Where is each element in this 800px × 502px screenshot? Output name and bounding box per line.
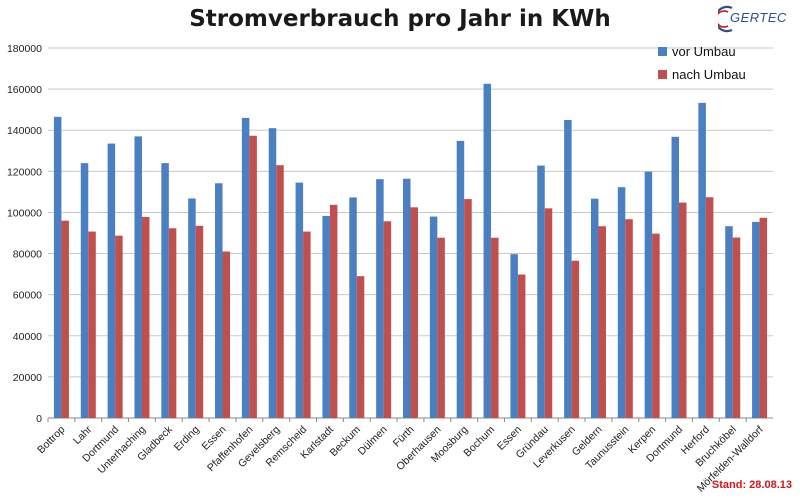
stand-date: Stand: 28.08.13: [711, 479, 792, 491]
bar-vor-umbau: [215, 183, 223, 418]
bar-vor-umbau: [188, 198, 196, 418]
bar-vor-umbau: [403, 178, 411, 418]
bar-vor-umbau: [107, 143, 116, 419]
x-tick-label: Beckum: [328, 423, 363, 458]
bar-vor-umbau: [376, 179, 384, 418]
y-tick-label: 140000: [7, 125, 42, 137]
bars: [53, 83, 768, 419]
x-tick-label: Dülmen: [356, 424, 390, 458]
bar-vor-umbau: [564, 119, 572, 418]
y-tick-label: 20000: [13, 372, 42, 384]
bar-nach-umbau: [625, 219, 633, 418]
bar-vor-umbau: [698, 102, 706, 418]
bar-vor-umbau: [80, 163, 89, 418]
bar-vor-umbau: [349, 197, 357, 418]
legend-label-nach-umbau: nach Umbau: [672, 67, 746, 82]
chart-title: Stromverbrauch pro Jahr in KWh: [189, 6, 611, 32]
bar-vor-umbau: [429, 216, 438, 418]
bar-nach-umbau: [652, 233, 660, 418]
bar-vor-umbau: [671, 136, 680, 419]
bar-vor-umbau: [483, 83, 492, 419]
legend-swatch-nach-umbau: [658, 70, 667, 79]
bar-nach-umbau: [276, 165, 284, 418]
bar-vor-umbau: [537, 165, 545, 418]
bar-nach-umbau: [410, 207, 418, 418]
bar-nach-umbau: [732, 237, 741, 418]
bar-nach-umbau: [249, 135, 257, 418]
y-tick-label: 160000: [7, 84, 42, 96]
bar-nach-umbau: [679, 202, 687, 418]
bar-vor-umbau: [644, 171, 653, 418]
bar-vor-umbau: [268, 128, 277, 418]
bar-vor-umbau: [134, 136, 142, 418]
bar-vor-umbau: [617, 187, 626, 418]
bar-nach-umbau: [491, 237, 499, 418]
bar-nach-umbau: [544, 208, 553, 418]
y-tick-label: 60000: [13, 290, 42, 302]
x-tick-label: Lahr: [71, 423, 95, 447]
y-tick-label: 100000: [7, 207, 42, 219]
y-tick-label: 0: [36, 413, 42, 425]
bar-nach-umbau: [437, 237, 445, 418]
x-tick-label: Erding: [172, 424, 202, 454]
y-tick-label: 80000: [13, 249, 42, 261]
bar-nach-umbau: [88, 231, 96, 418]
legend-swatch-vor-umbau: [658, 47, 667, 56]
x-tick-label: Bottrop: [35, 424, 68, 457]
bar-nach-umbau: [115, 235, 123, 418]
bar-nach-umbau: [356, 276, 365, 418]
bar-nach-umbau: [705, 197, 714, 418]
bar-nach-umbau: [222, 251, 231, 418]
logo-text: GERTEC: [730, 10, 787, 25]
legend: vor Umbau nach Umbau: [658, 44, 746, 82]
bar-nach-umbau: [141, 216, 150, 418]
bar-nach-umbau: [464, 199, 472, 418]
bar-nach-umbau: [571, 260, 580, 418]
legend-label-vor-umbau: vor Umbau: [672, 44, 736, 59]
bar-vor-umbau: [725, 226, 733, 418]
bar-nach-umbau: [61, 220, 69, 418]
bar-vor-umbau: [295, 182, 304, 418]
bar-nach-umbau: [195, 225, 204, 418]
gertec-logo-icon: [718, 5, 733, 33]
bar-nach-umbau: [383, 221, 392, 418]
y-axis-ticks: 0 20000 40000 60000 80000 100000 120000 140000 1…: [7, 43, 42, 425]
y-tick-label: 180000: [7, 43, 42, 55]
y-tick-label: 120000: [7, 166, 42, 178]
bar-nach-umbau: [598, 226, 606, 418]
bar-vor-umbau: [53, 116, 62, 418]
bar-nach-umbau: [168, 228, 177, 418]
bar-vor-umbau: [241, 117, 250, 418]
bar-nach-umbau: [329, 204, 338, 418]
bar-vor-umbau: [322, 215, 330, 418]
bar-nach-umbau: [517, 274, 526, 418]
bar-nach-umbau: [759, 217, 768, 418]
bar-vor-umbau: [510, 254, 518, 418]
bar-vor-umbau: [590, 198, 599, 418]
bar-vor-umbau: [161, 163, 169, 418]
y-tick-label: 40000: [13, 331, 42, 343]
bar-vor-umbau: [456, 140, 465, 418]
bar-vor-umbau: [752, 221, 760, 418]
bar-nach-umbau: [303, 231, 311, 418]
